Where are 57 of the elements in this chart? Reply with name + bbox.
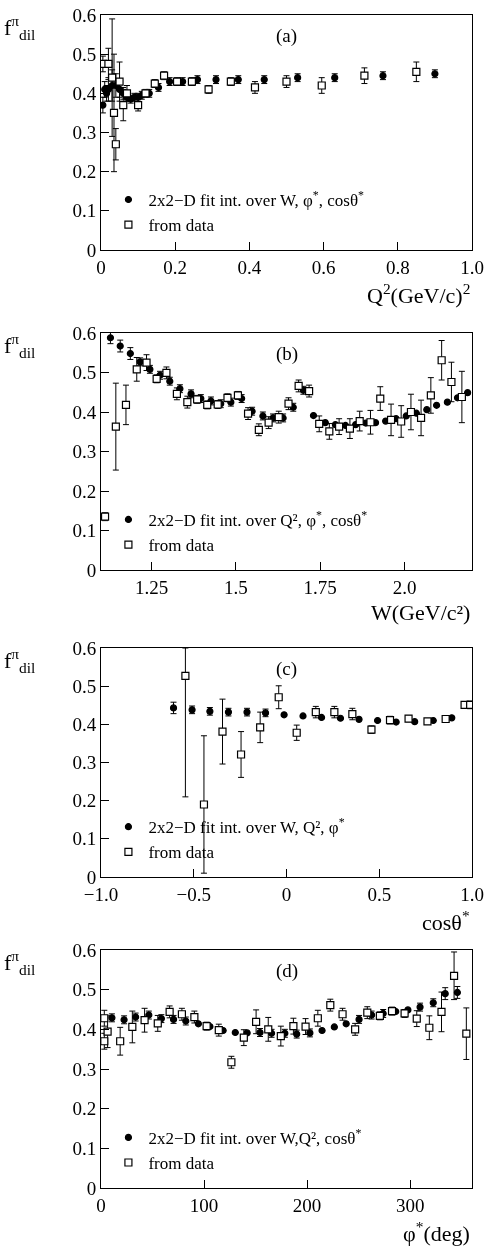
x-axis-title: φ$^{*}$(deg) (403, 1218, 470, 1247)
legend-label: 2x2−D fit int. over W, φ$^{*}$, cosθ$^{*}$ (148, 187, 365, 211)
y-tick-label: 0.3 (72, 1058, 97, 1080)
annotation: (d) (276, 960, 299, 982)
legend-label: from data (148, 536, 215, 556)
y-tick-label: 0.3 (72, 122, 97, 144)
x-tick-label: 0 (281, 883, 292, 905)
y-tick-label: 0.4 (72, 82, 97, 104)
y-tick-label: 0.4 (72, 401, 97, 423)
x-tick-label: 1.0 (460, 256, 484, 278)
y-tick-label: 0.4 (72, 1018, 97, 1040)
legend-label: from data (148, 1154, 215, 1174)
legend-label: 2x2−D fit int. over W,Q², cosθ$^{*}$ (148, 1125, 362, 1149)
y-tick-label: 0.1 (72, 200, 97, 222)
y-tick-label: 0.5 (72, 979, 97, 1001)
x-tick-label: 300 (395, 1194, 425, 1216)
y-tick-label: 0.4 (72, 713, 97, 735)
legend-label: from data (148, 216, 215, 236)
annotation: (c) (276, 658, 298, 680)
x-tick-label: 0.5 (367, 883, 392, 905)
y-tick-label: 0.5 (72, 675, 97, 697)
x-tick-label: −0.5 (176, 883, 211, 905)
y-tick-label: 0.1 (72, 520, 97, 542)
y-tick-label: 0.6 (72, 4, 97, 26)
x-tick-label: 2.0 (392, 576, 417, 598)
x-tick-label: 1.75 (303, 576, 337, 598)
x-tick-label: 1.25 (134, 576, 169, 598)
y-tick-label: 0.1 (72, 1137, 97, 1159)
x-tick-label: 0.2 (163, 256, 188, 278)
x-tick-label: 1.0 (460, 883, 484, 905)
y-tick-label: 0.6 (72, 322, 97, 344)
y-tick-label: 0.2 (72, 480, 97, 502)
legend-label: 2x2−D fit int. over Q², φ$^{*}$, cosθ$^{*}$ (148, 507, 368, 531)
x-axis-title: cosθ$^{*}$ (422, 907, 470, 936)
x-tick-label: 0.6 (311, 256, 336, 278)
x-axis-title: W(GeV/c²) (371, 600, 471, 625)
x-tick-label: 1.5 (224, 576, 248, 598)
y-tick-label: 0.2 (72, 161, 97, 183)
y-tick-label: 0.2 (72, 790, 97, 812)
y-tick-label: 0.6 (72, 939, 97, 961)
y-tick-label: 0.1 (72, 828, 97, 850)
y-tick-label: 0.3 (72, 441, 97, 463)
annotation: (b) (276, 343, 299, 365)
x-tick-label: 0.4 (237, 256, 262, 278)
x-axis-title: Q$^{2}$(GeV/c)$^{2}$ (367, 280, 471, 309)
y-tick-label: 0.5 (72, 362, 97, 384)
annotation: (a) (276, 25, 298, 47)
y-tick-label: 0.2 (72, 1098, 97, 1120)
x-tick-label: 0.8 (385, 256, 410, 278)
y-tick-label: 0.6 (72, 637, 97, 659)
y-tick-label: 0.5 (72, 43, 97, 65)
x-tick-label: 100 (189, 1194, 219, 1216)
y-tick-label: 0 (86, 559, 97, 581)
x-tick-label: 200 (292, 1194, 322, 1216)
y-tick-label: 0.3 (72, 752, 97, 774)
y-tick-label: 0 (86, 239, 97, 261)
y-tick-label: 0 (86, 1177, 97, 1199)
